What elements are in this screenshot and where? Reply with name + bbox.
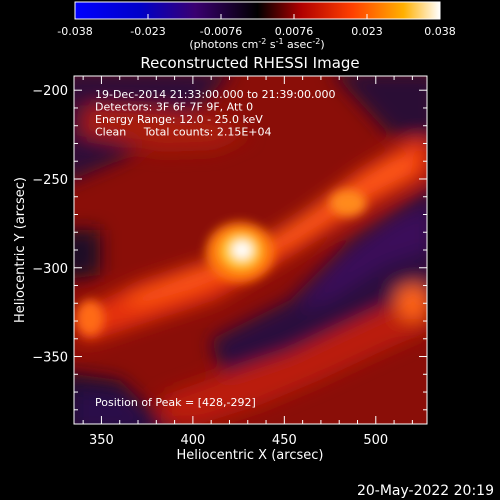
colorbar-tick-label: -0.0076 <box>200 25 242 38</box>
x-tick-label: 400 <box>180 433 205 448</box>
observation-annotations: 19-Dec-2014 21:33:00.000 to 21:39:00.000… <box>95 88 336 139</box>
annotation-line: Energy Range: 12.0 - 25.0 keV <box>95 113 263 126</box>
chart-title: Reconstructed RHESSI Image <box>140 54 359 72</box>
y-axis: −200 −250 −300 −350 <box>32 84 427 411</box>
colorbar-tick-label: -0.023 <box>130 25 165 38</box>
colorbar-tick-label: 0.023 <box>351 25 383 38</box>
render-timestamp: 20-May-2022 20:19 <box>357 483 494 499</box>
annotation-line: Detectors: 3F 6F 7F 9F, Att 0 <box>95 101 253 114</box>
x-tick-label: 500 <box>363 433 388 448</box>
x-axis-label: Heliocentric X (arcsec) <box>177 448 324 463</box>
colorbar-ticks: -0.038 -0.023 -0.0076 0.0076 0.023 0.038 <box>57 14 456 38</box>
heatmap-image <box>74 76 427 424</box>
annotation-line: Clean Total counts: 2.15E+04 <box>95 126 272 139</box>
y-tick-label: −250 <box>32 173 68 188</box>
y-axis-label: Heliocentric Y (arcsec) <box>13 177 28 323</box>
colorbar-gradient <box>74 1 441 20</box>
x-tick-label: 350 <box>89 433 114 448</box>
colorbar: -0.038 -0.023 -0.0076 0.0076 0.023 0.038 (pho… <box>57 1 456 51</box>
colorbar-tick-label: 0.0076 <box>275 25 314 38</box>
y-tick-label: −300 <box>32 262 68 277</box>
colorbar-tick-label: 0.038 <box>424 25 456 38</box>
colorbar-tick-label: -0.038 <box>57 25 92 38</box>
x-axis: 350 400 450 500 <box>82 76 413 448</box>
peak-position-label: Position of Peak = [428,-292] <box>95 396 256 409</box>
x-tick-label: 450 <box>272 433 297 448</box>
annotation-line: 19-Dec-2014 21:33:00.000 to 21:39:00.000 <box>95 88 336 101</box>
colorbar-unit-label: (photons cm-2 s-1 asec-2) <box>189 37 324 51</box>
y-tick-label: −200 <box>32 84 68 99</box>
y-tick-label: −350 <box>32 351 68 366</box>
